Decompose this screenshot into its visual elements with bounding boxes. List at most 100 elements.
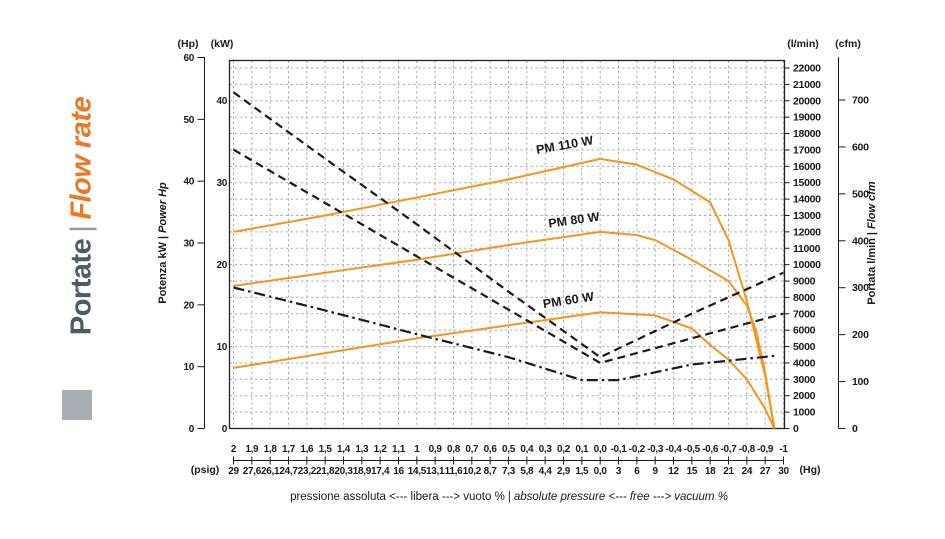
svg-text:-0,7: -0,7 <box>720 444 737 455</box>
power-curve-pm-110-w <box>232 91 784 359</box>
svg-text:2: 2 <box>231 444 237 455</box>
svg-text:0: 0 <box>189 424 195 435</box>
svg-text:0,5: 0,5 <box>502 444 516 455</box>
svg-text:0,0: 0,0 <box>594 444 608 455</box>
svg-text:1: 1 <box>414 444 420 455</box>
svg-text:1,2: 1,2 <box>374 444 388 455</box>
svg-text:4000: 4000 <box>793 357 816 369</box>
svg-text:21,8: 21,8 <box>316 466 335 477</box>
svg-text:27: 27 <box>760 466 771 477</box>
svg-text:40: 40 <box>216 96 227 107</box>
svg-text:30: 30 <box>183 239 194 250</box>
x-axis-caption-separator: | <box>507 491 511 503</box>
svg-text:23,2: 23,2 <box>298 466 317 477</box>
svg-text:19000: 19000 <box>793 112 821 124</box>
cfm-unit-label: (cfm) <box>835 38 861 50</box>
plot-border <box>228 59 786 430</box>
svg-text:14000: 14000 <box>793 194 821 206</box>
svg-text:8,7: 8,7 <box>484 466 498 477</box>
svg-text:11,6: 11,6 <box>445 466 463 477</box>
svg-text:30: 30 <box>216 178 227 189</box>
svg-text:40: 40 <box>183 177 194 188</box>
svg-text:0,7: 0,7 <box>465 444 479 455</box>
lmin-unit-label: (l/min) <box>787 38 819 50</box>
series-label-pm-110-w: PM 110 W <box>535 133 594 157</box>
svg-text:3000: 3000 <box>793 374 816 386</box>
svg-text:-0,4: -0,4 <box>665 444 682 455</box>
svg-text:20,3: 20,3 <box>334 466 353 477</box>
svg-text:30: 30 <box>778 466 789 477</box>
svg-text:1,8: 1,8 <box>264 444 278 455</box>
svg-text:16: 16 <box>393 466 404 477</box>
svg-text:-0,6: -0,6 <box>702 444 719 455</box>
svg-text:7000: 7000 <box>793 308 816 320</box>
svg-text:1,5: 1,5 <box>319 444 333 455</box>
svg-text:21000: 21000 <box>793 79 821 91</box>
svg-text:15000: 15000 <box>793 177 821 189</box>
svg-text:1,4: 1,4 <box>337 444 351 455</box>
series-label-pm-60-w: PM 60 W <box>542 289 595 311</box>
svg-text:13000: 13000 <box>793 210 821 222</box>
svg-text:12000: 12000 <box>793 226 821 238</box>
svg-text:9: 9 <box>653 466 659 477</box>
svg-text:17,4: 17,4 <box>371 466 390 477</box>
axis-tick-labels: 6050403020100403020100220002100020000190… <box>183 53 869 477</box>
series-label-pm-80-w: PM 80 W <box>548 210 601 231</box>
power-curve-pm-80-w <box>232 148 784 364</box>
svg-text:500: 500 <box>852 188 869 200</box>
svg-text:0,6: 0,6 <box>484 444 498 455</box>
svg-text:0: 0 <box>793 423 799 435</box>
flow-curve-pm-60-w <box>233 311 776 429</box>
svg-text:100: 100 <box>852 376 869 388</box>
svg-text:6000: 6000 <box>793 325 816 337</box>
svg-text:1,5: 1,5 <box>575 466 589 477</box>
power-curve-pm-60-w <box>233 286 779 382</box>
svg-text:200: 200 <box>852 329 869 341</box>
svg-text:10,2: 10,2 <box>463 466 482 477</box>
svg-text:0,1: 0,1 <box>575 444 589 455</box>
svg-text:29: 29 <box>228 466 239 477</box>
svg-text:1000: 1000 <box>793 407 816 419</box>
hp-unit-label: (Hp) <box>177 38 199 50</box>
svg-text:0: 0 <box>852 423 858 435</box>
svg-text:20000: 20000 <box>793 95 821 107</box>
svg-text:1,7: 1,7 <box>282 444 296 455</box>
svg-text:-0,8: -0,8 <box>739 444 756 455</box>
svg-text:4,4: 4,4 <box>539 466 553 477</box>
svg-text:21: 21 <box>723 466 734 477</box>
svg-text:50: 50 <box>183 115 194 126</box>
svg-text:0,8: 0,8 <box>447 444 461 455</box>
svg-text:7,3: 7,3 <box>502 466 516 477</box>
svg-text:-0,2: -0,2 <box>629 444 646 455</box>
svg-text:22000: 22000 <box>793 63 821 75</box>
svg-text:11000: 11000 <box>793 243 821 255</box>
svg-text:24: 24 <box>742 466 753 477</box>
svg-text:1,6: 1,6 <box>300 444 314 455</box>
svg-text:2000: 2000 <box>793 390 816 402</box>
svg-text:26,1: 26,1 <box>261 466 280 477</box>
x-axis-caption: pressione assoluta <--- libera ---> vuot… <box>233 491 785 503</box>
svg-text:9000: 9000 <box>793 276 816 288</box>
svg-text:20: 20 <box>183 300 194 311</box>
svg-text:17000: 17000 <box>793 144 821 156</box>
svg-text:1,1: 1,1 <box>392 444 406 455</box>
svg-text:20: 20 <box>216 260 227 271</box>
x-axis-caption-italian: pressione assoluta <--- libera ---> vuot… <box>290 491 505 503</box>
svg-text:600: 600 <box>852 141 869 153</box>
svg-text:400: 400 <box>852 235 869 247</box>
svg-text:18: 18 <box>705 466 716 477</box>
svg-text:5,8: 5,8 <box>520 466 534 477</box>
svg-text:0,9: 0,9 <box>429 444 443 455</box>
svg-text:-0,1: -0,1 <box>610 444 627 455</box>
svg-text:15: 15 <box>687 466 698 477</box>
svg-text:12: 12 <box>668 466 679 477</box>
svg-text:24,7: 24,7 <box>279 466 298 477</box>
svg-text:18,9: 18,9 <box>353 466 372 477</box>
svg-text:700: 700 <box>852 95 869 107</box>
svg-text:-0,3: -0,3 <box>647 444 664 455</box>
psig-unit-label: (psig) <box>190 464 220 476</box>
svg-text:3: 3 <box>616 466 622 477</box>
kw-unit-label: (kW) <box>210 38 234 50</box>
